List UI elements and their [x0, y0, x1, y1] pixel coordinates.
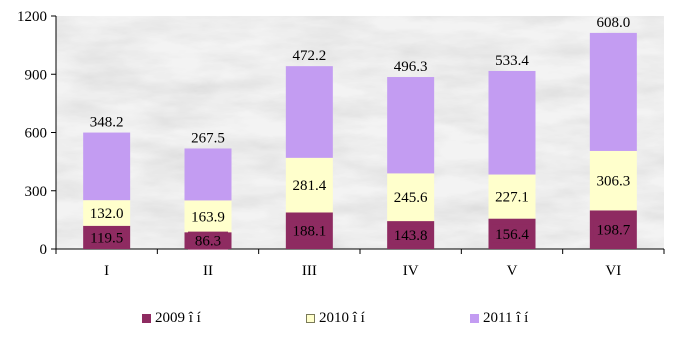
- legend-label: 2010 î í: [319, 309, 365, 326]
- data-label: 156.4: [495, 227, 529, 243]
- legend-swatch: [306, 313, 315, 323]
- bar-segment: [83, 132, 131, 201]
- data-label-box: [188, 231, 228, 250]
- legend-item: 2011 î í: [470, 308, 528, 328]
- bar-segment: [285, 66, 333, 158]
- y-tick-label: 1200: [17, 9, 47, 25]
- data-label-box: [86, 228, 127, 247]
- data-label-box: [492, 224, 532, 243]
- bar-segment: [184, 148, 232, 201]
- data-label-box: [188, 207, 228, 226]
- data-label-box: [390, 226, 431, 245]
- legend-label: 2011 î í: [483, 309, 529, 326]
- data-label-box: [492, 187, 532, 206]
- data-label: 227.1: [495, 190, 529, 206]
- data-label: 281.4: [292, 178, 326, 194]
- data-label: 132.0: [90, 206, 124, 222]
- data-label-box: [289, 221, 330, 240]
- data-label-box: [390, 188, 431, 207]
- data-label: 198.7: [596, 223, 630, 239]
- plot-area: [56, 16, 664, 249]
- x-tick-label: II: [203, 263, 213, 279]
- data-label: 245.6: [394, 190, 428, 206]
- x-tick-label: III: [302, 263, 317, 279]
- data-label: 143.8: [394, 228, 428, 244]
- legend-swatch: [142, 313, 151, 323]
- x-tick-label: IV: [403, 263, 419, 279]
- y-tick-label: 300: [25, 184, 48, 200]
- data-label-box: [593, 171, 634, 190]
- data-label: 188.1: [292, 224, 326, 240]
- x-tick-label: I: [104, 263, 109, 279]
- legend-item: 2010 î í: [306, 308, 365, 328]
- x-tick-label: VI: [605, 263, 621, 279]
- legend-label: 2009 î í: [155, 309, 201, 326]
- y-tick-label: 900: [25, 67, 48, 83]
- legend: 2009 î í 2010 î í 2011 î í: [0, 308, 677, 328]
- x-tick-label: V: [507, 263, 518, 279]
- data-label-box: [86, 203, 127, 222]
- data-label: 533.4: [495, 53, 529, 69]
- data-label: 86.3: [195, 234, 221, 250]
- bar-segment: [488, 70, 536, 175]
- data-label-box: [593, 220, 634, 239]
- data-label: 472.2: [292, 48, 326, 64]
- data-label: 267.5: [191, 130, 225, 146]
- data-label: 306.3: [596, 174, 630, 190]
- data-label: 348.2: [90, 115, 124, 131]
- bar-segment: [387, 77, 435, 174]
- data-label: 119.5: [90, 230, 123, 246]
- data-label: 496.3: [394, 59, 428, 75]
- data-label: 608.0: [596, 15, 630, 31]
- legend-swatch: [470, 313, 479, 323]
- bar-segment: [589, 32, 637, 151]
- data-labels: 119.5 132.0 348.2 86.3 163.9 267.5 188.1 281.4 4…: [86, 15, 634, 250]
- data-label-box: [289, 176, 330, 195]
- plot-background: [56, 16, 664, 249]
- legend-item: 2009 î í: [142, 308, 201, 328]
- y-tick-label: 0: [40, 242, 48, 258]
- data-label: 163.9: [191, 209, 225, 225]
- y-tick-label: 600: [25, 126, 48, 142]
